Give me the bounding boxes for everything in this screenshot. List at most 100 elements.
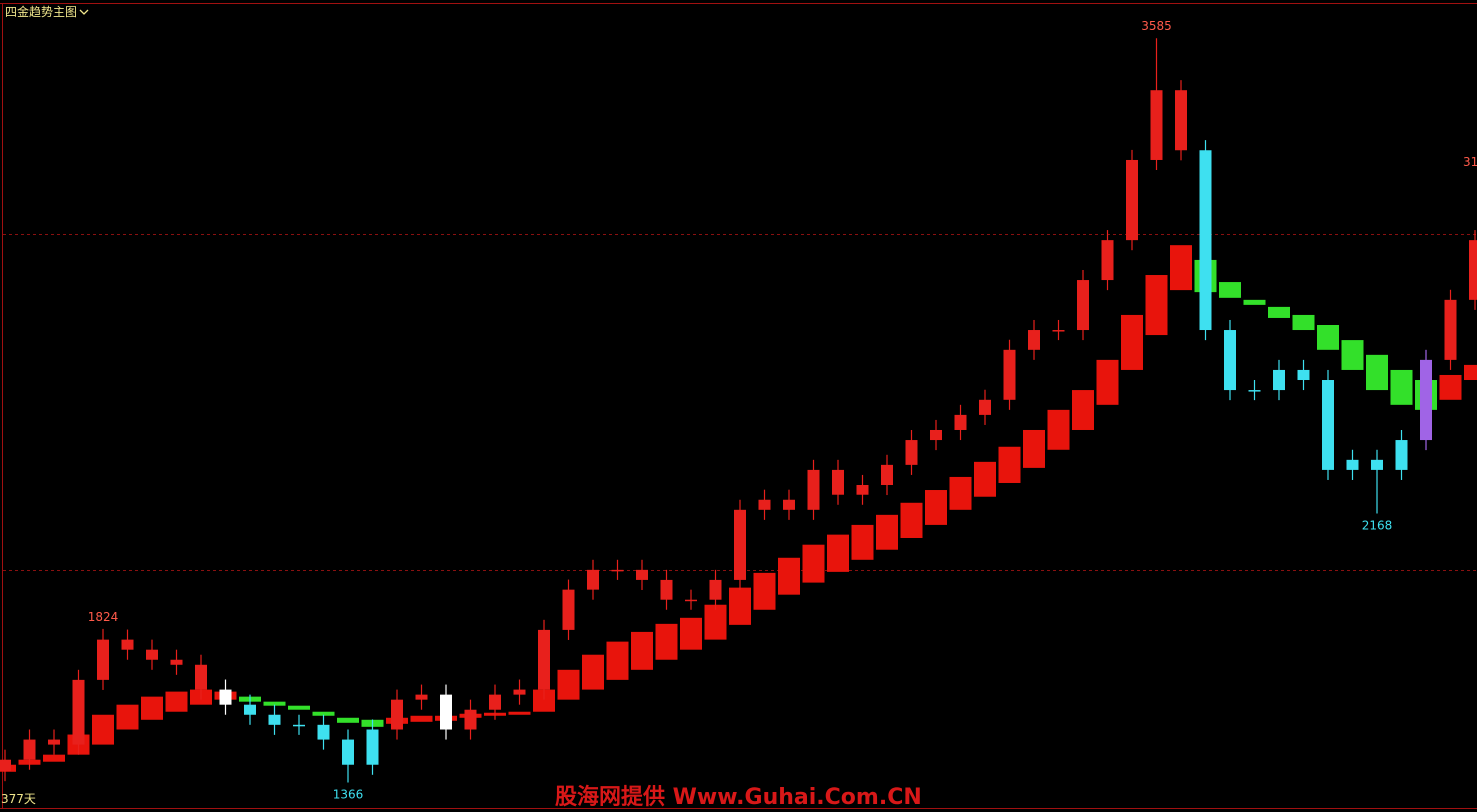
title-dropdown[interactable] [79,9,89,15]
candle-body [807,469,820,510]
candle-body [244,704,256,715]
candle-body [0,759,11,772]
candle-body [146,649,158,660]
watermark: 股海网提供 Www.Guhai.Com.CN [555,784,922,810]
candle-body [881,464,893,485]
candle-body [464,709,477,730]
band-segment [1096,359,1119,405]
band-segment [876,514,898,550]
candle-body [268,714,281,725]
band-segment [900,502,923,538]
band-segment [1366,354,1388,391]
candle-body [1175,90,1187,151]
candle-body [1101,240,1114,281]
candle-body [1297,369,1310,381]
band-segment [974,461,996,497]
candle-body [1150,90,1163,160]
band-segment [753,572,776,610]
candle-body [366,729,379,765]
candle-body [562,589,575,630]
candle-body [856,484,869,495]
band-segment [1170,245,1192,291]
band-segment [1464,364,1477,381]
candle-body [979,399,991,415]
candle-body [611,569,624,572]
period-label: 377天 [1,792,36,806]
candle-body [954,414,967,430]
candle-body [832,469,844,495]
band-segment [851,524,874,560]
candle-body [685,599,697,602]
candle-body [1420,359,1432,441]
candle-body [1199,150,1212,331]
candle-body [1003,349,1016,400]
band-segment [43,754,65,762]
candle-body [1126,159,1138,241]
candle-body [121,639,134,650]
edge-label: 31 [1463,155,1477,169]
band-segment [141,696,163,720]
candle-body [170,659,183,665]
candle-body [72,679,85,745]
band-segment [1439,374,1462,400]
band-segment [1390,369,1413,405]
band-segment [1072,390,1094,430]
band-segment [165,691,188,712]
band-segment [1121,314,1143,370]
band-segment [337,717,359,723]
band-segment [680,617,702,650]
candles [0,38,1477,783]
band-segment [582,654,604,690]
band-segment [508,711,531,715]
candle-body [293,724,305,727]
band-segment [606,641,629,680]
candle-body [391,699,403,730]
low-label: 2168 [1362,519,1393,533]
candle-body [1469,240,1477,300]
candle-body [636,569,648,580]
candle-body [734,509,746,580]
chart-title[interactable]: 四金趋势主图 [5,4,77,19]
band-segment [1341,340,1364,370]
band-segment [1243,299,1266,305]
band-segment [827,534,849,572]
candle-body [195,664,207,690]
candle-body [538,629,550,690]
band-segment [1219,282,1241,298]
candle-body [930,429,942,441]
candle-body [48,739,60,745]
band-segment [778,557,800,595]
band-segment [998,446,1021,483]
band-segment [1145,275,1168,336]
candle-body [905,440,918,465]
candle-body [97,639,109,680]
candle-body [513,689,526,695]
candle-body [1371,459,1383,470]
candle-body [587,569,599,590]
candle-body [1273,369,1285,391]
candle-body [1052,330,1065,332]
candle-body [1248,390,1261,392]
band-segment [1047,409,1070,450]
candle-body [219,689,232,705]
band-segment [1317,325,1339,350]
band-segment [925,490,947,525]
band-segment [116,704,139,730]
labels: 1824 1366 3585 2168 [88,19,1393,801]
band-segment [631,631,653,670]
band-segment [729,587,751,625]
band-segment [312,711,335,716]
candle-body [660,579,673,600]
band-segment [655,623,678,660]
candle-body [317,724,330,740]
candle-body [1028,330,1040,350]
band-segment [802,544,825,583]
high-label: 3585 [1141,19,1172,33]
candle-body [415,694,428,700]
candle-body [23,739,36,760]
candle-body [758,499,771,510]
candle-body [1322,380,1334,470]
candle-body [440,694,452,730]
candle-body [1346,459,1359,470]
